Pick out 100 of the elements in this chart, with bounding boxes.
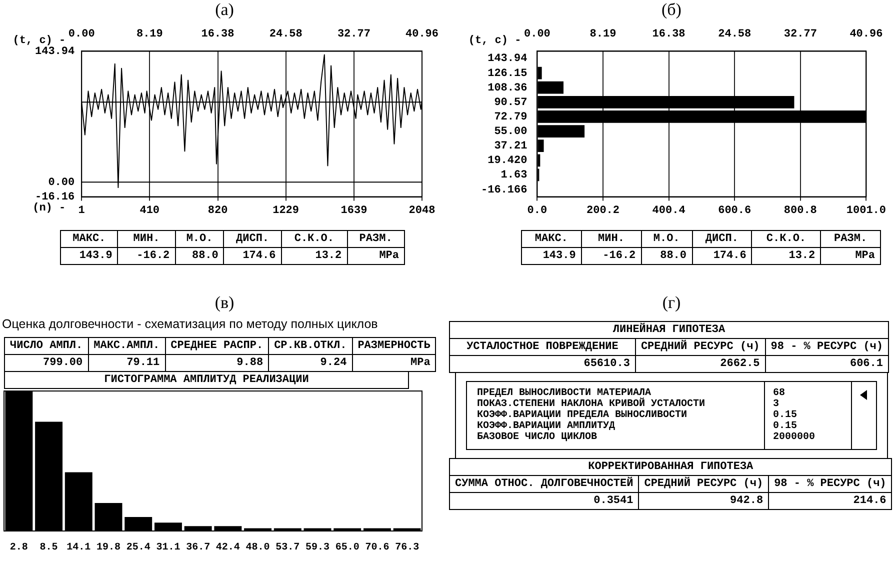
- x2-tick-label: 32.77: [337, 28, 370, 40]
- text: М.О.: [175, 230, 224, 248]
- text: 174.6: [224, 248, 282, 264]
- x-tick-label: 200.2: [586, 205, 620, 218]
- text: СРЕДНИЙ РЕСУРС (ч): [638, 475, 769, 492]
- y-tick-label: 37.21: [494, 140, 528, 153]
- text: 65610.3: [450, 355, 636, 372]
- text: СРЕДНЕЕ РАСПР.: [165, 337, 269, 354]
- chart-subtitle: Оценка долговечности - схематизация по методу полных циклов: [2, 316, 379, 330]
- text: 9.88: [165, 354, 269, 371]
- text: 2662.5: [635, 355, 766, 372]
- text: 0.15: [773, 420, 798, 432]
- text: СУММА ОТНОС. ДОЛГОВЕЧНОСТЕЙ: [450, 475, 639, 492]
- text: MPa: [352, 354, 436, 371]
- text: МИН.: [581, 230, 642, 248]
- text: 9.24: [268, 354, 352, 371]
- y-tick-label: 90.57: [494, 96, 528, 109]
- text: КОЭФФ.ВАРИАЦИИ АМПЛИТУД: [477, 420, 616, 432]
- x2-tick-label: 24.58: [718, 28, 752, 40]
- text: ЛИНЕЙНАЯ ГИПОТЕЗА: [450, 321, 888, 338]
- x-tick-label: 400.4: [652, 205, 686, 218]
- x-tick-label: 800.8: [784, 205, 818, 218]
- text: СР.КВ.ОТКЛ.: [268, 337, 352, 354]
- text: ПРЕДЕЛ ВЫНОСЛИВОСТИ МАТЕРИАЛА: [477, 388, 652, 398]
- text: ЧИСЛО АМПЛ.: [4, 337, 88, 354]
- text: 98 - % РЕСУРС (ч): [765, 338, 888, 355]
- x2-tick-label: 8.19: [136, 28, 163, 40]
- x2-tick-label: 40.96: [405, 28, 439, 40]
- text: М.О.: [641, 230, 692, 248]
- y-tick-label: 55.00: [494, 126, 528, 138]
- y-tick-label: 0.00: [48, 176, 75, 189]
- text: РАЗМ.: [820, 230, 880, 248]
- y-tick-label: 19.420: [488, 155, 528, 168]
- y-tick-label: 143.94: [34, 46, 75, 58]
- text: МИН.: [118, 230, 176, 248]
- chart-title: (а): [214, 0, 235, 21]
- x2-tick-label: 8.19: [590, 28, 616, 40]
- x-tick-label: 25.4: [126, 542, 150, 554]
- y-tick-label: 108.36: [488, 82, 528, 94]
- text: MPa: [347, 248, 404, 264]
- text: БАЗОВОЕ ЧИСЛО ЦИКЛОВ: [477, 432, 598, 442]
- x2-axis-title: (t, c) -: [12, 34, 66, 47]
- x-tick-label: 70.6: [365, 542, 390, 554]
- text: МАКС.: [60, 230, 118, 248]
- text: КОРРЕКТИРОВАННАЯ ГИПОТЕЗА: [450, 458, 892, 475]
- x2-tick-label: 0.00: [524, 28, 550, 40]
- text: 3: [773, 398, 780, 410]
- x-tick-label: 65.0: [335, 542, 360, 554]
- y-tick-label: 143.94: [488, 53, 528, 66]
- text: ДИСП.: [692, 230, 752, 248]
- x-tick-label: 48.0: [246, 542, 270, 554]
- text: ПОКАЗ.СТЕПЕНИ НАКЛОНА КРИВОЙ УСТАЛОСТИ: [477, 398, 706, 410]
- x-tick-label: 410: [140, 205, 160, 218]
- text: ДИСП.: [224, 230, 282, 248]
- x-tick-label: 59.3: [305, 542, 330, 554]
- x2-tick-label: 0.00: [68, 28, 95, 40]
- x-tick-label: 1: [78, 205, 86, 218]
- text: КОЭФФ.ВАРИАЦИИ ПРЕДЕЛА ВЫНОСЛИВОСТИ: [477, 410, 688, 420]
- x-tick-label: 36.7: [186, 542, 210, 554]
- y-tick-label: 1.63: [500, 170, 528, 182]
- text: 0.15: [773, 410, 798, 420]
- text: СРЕДНИЙ РЕСУРС (ч): [635, 338, 766, 355]
- x2-tick-label: 16.38: [201, 28, 235, 40]
- chart-title: (б): [660, 0, 682, 21]
- text: С.К.О.: [281, 230, 348, 248]
- text: 143.9: [60, 248, 118, 264]
- text: 606.1: [765, 355, 888, 372]
- text: РАЗМЕРНОСТЬ: [352, 337, 436, 354]
- x-tick-label: 600.6: [718, 205, 752, 218]
- x-tick-label: 42.4: [216, 542, 240, 554]
- text: ГИСТОГРАММА АМПЛИТУД РЕАЛИЗАЦИИ: [4, 372, 409, 388]
- text: 88.0: [175, 248, 224, 264]
- x-tick-label: 19.8: [96, 542, 121, 554]
- x-tick-label: 0.0: [527, 205, 548, 218]
- text: -16.2: [118, 248, 176, 264]
- x-tick-label: 8.5: [40, 542, 58, 554]
- x-tick-label: 1229: [272, 205, 300, 218]
- text: 88.0: [641, 248, 692, 264]
- x-tick-label: 1001.0: [846, 205, 886, 218]
- text: 942.8: [638, 492, 769, 509]
- y-tick-label: 72.79: [494, 111, 528, 124]
- text: MPa: [820, 248, 880, 264]
- x-tick-label: 2.8: [10, 542, 28, 554]
- text: 68: [773, 388, 786, 398]
- y-tick-label: -16.16: [34, 192, 75, 204]
- text: С.К.О.: [752, 230, 821, 248]
- y-tick-label: 126.15: [488, 68, 528, 80]
- x2-tick-label: 40.96: [850, 28, 883, 40]
- text: (г): [661, 292, 682, 314]
- x-tick-label: 31.1: [156, 542, 180, 554]
- text: УСТАЛОСТНОЕ ПОВРЕЖДЕНИЕ: [450, 338, 636, 355]
- text: 143.9: [522, 248, 582, 264]
- x2-tick-label: 24.58: [269, 28, 303, 40]
- x-axis-title: (n) -: [32, 202, 66, 215]
- text: -16.2: [581, 248, 642, 264]
- y-tick-label: -16.166: [480, 184, 528, 196]
- x-tick-label: 14.1: [66, 542, 91, 554]
- x-tick-label: 53.7: [276, 542, 300, 554]
- x-tick-label: 1639: [340, 205, 368, 218]
- x2-tick-label: 32.77: [784, 28, 817, 40]
